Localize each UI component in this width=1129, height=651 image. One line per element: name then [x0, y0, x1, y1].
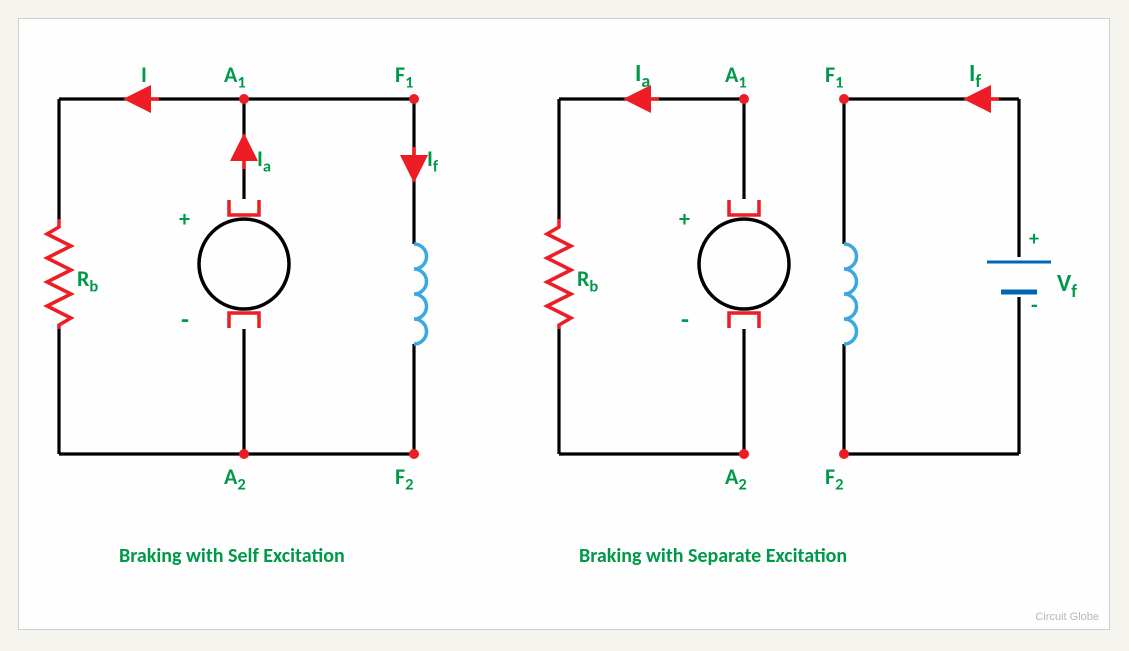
label-A2-right: A2 — [725, 463, 747, 494]
label-plus-motor-right: + — [679, 205, 690, 232]
label-Vf: Vf — [1057, 269, 1077, 302]
label-F2-left: F2 — [395, 463, 413, 494]
label-F1-left: F1 — [395, 61, 413, 92]
label-plus-batt: + — [1029, 227, 1039, 251]
label-minus-batt: - — [1031, 291, 1038, 318]
label-A1-left: A1 — [224, 61, 246, 92]
label-Ia-left: Ia — [257, 145, 271, 176]
diagram-container: I A1 F1 Ia If + - Rb A2 F2 Ia A1 F1 If +… — [18, 18, 1110, 630]
label-I-left: I — [141, 61, 147, 88]
label-minus-left: - — [181, 303, 189, 335]
label-plus-left: + — [179, 205, 190, 232]
watermark: Circuit Globe — [1035, 611, 1099, 623]
label-Ia-right: Ia — [635, 59, 650, 92]
label-F1-right: F1 — [825, 61, 843, 92]
label-If-left: If — [427, 145, 438, 176]
label-Rb-left: Rb — [77, 265, 98, 296]
label-minus-motor-right: - — [681, 303, 689, 335]
label-A1-right: A1 — [725, 61, 747, 92]
label-If-right: If — [969, 59, 981, 92]
label-F2-right: F2 — [825, 463, 843, 494]
caption-left: Braking with Self Excitation — [119, 544, 345, 568]
label-Rb-right: Rb — [577, 265, 598, 296]
caption-right: Braking with Separate Excitation — [579, 544, 847, 568]
label-A2-left: A2 — [224, 463, 246, 494]
